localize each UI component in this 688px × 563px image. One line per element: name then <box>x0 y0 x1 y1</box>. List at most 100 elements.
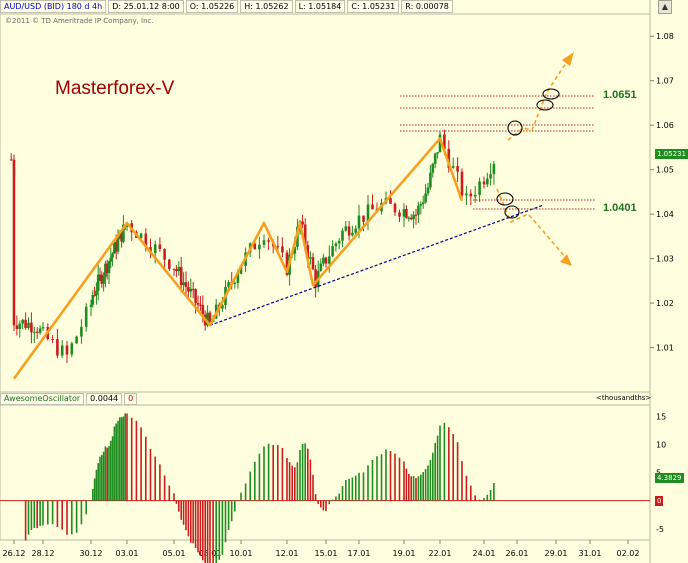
candle-body <box>478 181 481 195</box>
candle-body <box>366 204 370 222</box>
candle-body <box>12 159 16 326</box>
candle-body <box>301 221 304 225</box>
x-tick-label: 15.01 <box>315 549 338 558</box>
candle-body <box>93 295 96 297</box>
candle-body <box>482 181 486 185</box>
scroll-up-icon[interactable]: ▲ <box>658 0 672 14</box>
candle-body <box>431 163 435 173</box>
candle-body <box>107 261 111 273</box>
candle-body <box>98 274 102 276</box>
price-tick-label: 1.01 <box>656 344 674 353</box>
candle-body <box>89 304 93 307</box>
candle-body <box>158 244 162 250</box>
oscillator-tick-label: 15 <box>656 412 666 421</box>
candle-body <box>421 202 425 205</box>
candle-body <box>436 152 439 154</box>
candle-body <box>426 187 430 194</box>
candle-body <box>221 305 224 309</box>
highlight-circle <box>542 88 560 100</box>
candle-body <box>236 273 240 283</box>
candle-body <box>347 226 351 236</box>
candle-body <box>208 312 212 323</box>
candle-body <box>412 214 415 220</box>
zigzag-line <box>12 137 464 380</box>
candle-body <box>189 288 193 292</box>
candle-body <box>409 217 413 220</box>
x-tick-label: 28.12 <box>32 549 55 558</box>
candle-body <box>451 166 455 168</box>
candle-body <box>417 205 420 215</box>
candle-body <box>424 193 427 203</box>
trend-line <box>209 204 544 326</box>
oscillator-header: AwesomeOscillator 0.0044 0 <box>0 393 139 405</box>
candle-body <box>324 257 328 264</box>
price-tag: 1.05231 <box>655 149 688 159</box>
candle-body <box>172 268 176 270</box>
candle-body <box>105 263 109 273</box>
candle-body <box>281 246 284 253</box>
candle-body <box>206 312 209 326</box>
candle-body <box>9 159 13 161</box>
x-tick-label: 02.02 <box>617 549 640 558</box>
candle-body <box>267 240 270 242</box>
x-tick-label: 30.12 <box>80 549 103 558</box>
candle-body <box>118 232 122 239</box>
candle-body <box>75 336 78 344</box>
candle-body <box>168 259 171 269</box>
candle-body <box>109 257 113 262</box>
candle-body <box>341 230 344 241</box>
candle-body <box>184 282 188 287</box>
oscillator-tag: 4.3829 <box>655 473 684 483</box>
candle-body <box>187 286 190 292</box>
candle-body <box>144 233 148 248</box>
candle-body <box>311 257 315 270</box>
candle-body <box>465 193 468 196</box>
candle-body <box>27 322 30 328</box>
candle-body <box>239 266 243 274</box>
x-tick-label: 17.01 <box>348 549 371 558</box>
candle-body <box>276 246 280 248</box>
price-tick-label: 1.02 <box>656 299 674 308</box>
price-tick-label: 1.04 <box>656 210 674 219</box>
candle-body <box>469 193 473 197</box>
candle-body <box>354 228 357 233</box>
x-tick-label: 05.01 <box>163 549 186 558</box>
candle-body <box>201 305 205 315</box>
candle-body <box>398 212 401 217</box>
candle-body <box>122 224 125 242</box>
symbol-label[interactable]: AUD/USD (BID) 180 d 4h <box>0 0 107 13</box>
candle-body <box>429 172 432 188</box>
oscillator-tick-label: -5 <box>656 525 664 534</box>
candle-body <box>351 232 354 236</box>
bearish-projection <box>496 188 567 259</box>
candle-body <box>389 198 392 204</box>
candle-body <box>179 267 183 286</box>
bearish-arrow-icon <box>560 254 572 266</box>
candle-body <box>460 171 464 196</box>
bullish-projection <box>507 59 569 141</box>
oscillator-name[interactable]: AwesomeOscillator <box>0 393 85 405</box>
open-readout: O: 1.05226 <box>185 0 239 13</box>
low-readout: L: 1.05184 <box>294 0 346 13</box>
candle-body <box>438 134 442 153</box>
candle-body <box>15 325 19 329</box>
candle-body <box>96 274 100 291</box>
candle-body <box>473 194 477 197</box>
candle-body <box>102 276 105 284</box>
x-tick-label: 24.01 <box>473 549 496 558</box>
candle-body <box>30 322 33 333</box>
price-tick-label: 1.08 <box>656 32 674 41</box>
candle-body <box>163 249 166 260</box>
candle-body <box>227 282 230 287</box>
price-tick-label: 1.06 <box>656 121 674 130</box>
candle-body <box>309 257 312 259</box>
candle-body <box>319 263 323 271</box>
highlight-circle <box>504 205 520 219</box>
date-readout: D: 25.01.12 8:00 <box>108 0 184 13</box>
price-panel-frame <box>0 13 651 393</box>
candle-body <box>233 282 237 284</box>
candle-body <box>84 306 88 327</box>
candle-body <box>65 345 69 355</box>
chart-header: AUD/USD (BID) 180 d 4h D: 25.01.12 8:00 … <box>0 0 455 13</box>
candle-body <box>258 244 261 250</box>
